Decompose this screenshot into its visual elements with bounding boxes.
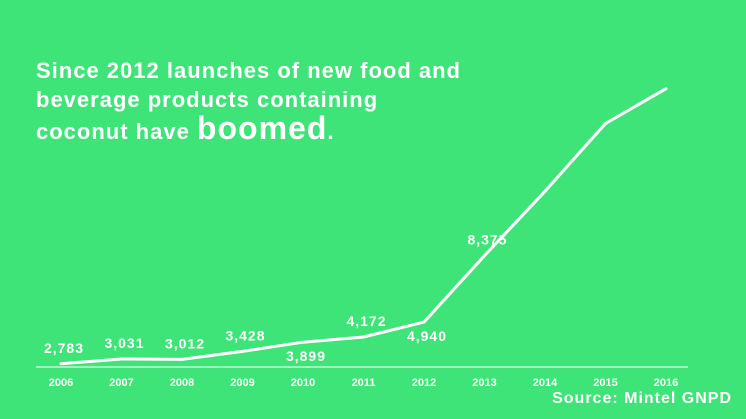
data-label: 3,012: [165, 335, 205, 351]
x-tick-label: 2013: [472, 377, 496, 389]
series-line: [59, 87, 668, 366]
x-tick-label: 2011: [352, 377, 376, 389]
headline-line-3: coconut have boomed.: [36, 112, 461, 146]
data-label: 3,899: [286, 348, 326, 364]
x-tick-label: 2007: [109, 377, 133, 389]
data-label: 3,031: [104, 335, 144, 351]
x-tick-label: 2006: [49, 377, 73, 389]
x-tick-label: 2010: [291, 377, 315, 389]
x-tick-label: 2009: [230, 377, 254, 389]
x-tick-label: 2016: [654, 377, 678, 389]
source-credit: Source: Mintel GNPD: [552, 390, 732, 407]
x-tick-label: 2014: [533, 377, 558, 389]
headline-emphasis: boomed: [196, 110, 328, 146]
headline: Since 2012 launches of new food and beve…: [36, 56, 461, 146]
data-label: 2,783: [44, 340, 84, 356]
x-tick-label: 2012: [412, 377, 436, 389]
headline-period: .: [327, 119, 335, 144]
headline-line-1: Since 2012 launches of new food and: [36, 58, 461, 83]
data-label: 4,940: [407, 328, 447, 344]
headline-line-2: beverage products containing: [36, 87, 379, 112]
data-label: 3,428: [225, 327, 265, 343]
data-label: 8,375: [467, 232, 507, 248]
x-tick-label: 2015: [593, 377, 617, 389]
x-tick-label: 2008: [170, 377, 194, 389]
data-label: 4,172: [346, 313, 386, 329]
headline-text: coconut have: [36, 119, 197, 144]
